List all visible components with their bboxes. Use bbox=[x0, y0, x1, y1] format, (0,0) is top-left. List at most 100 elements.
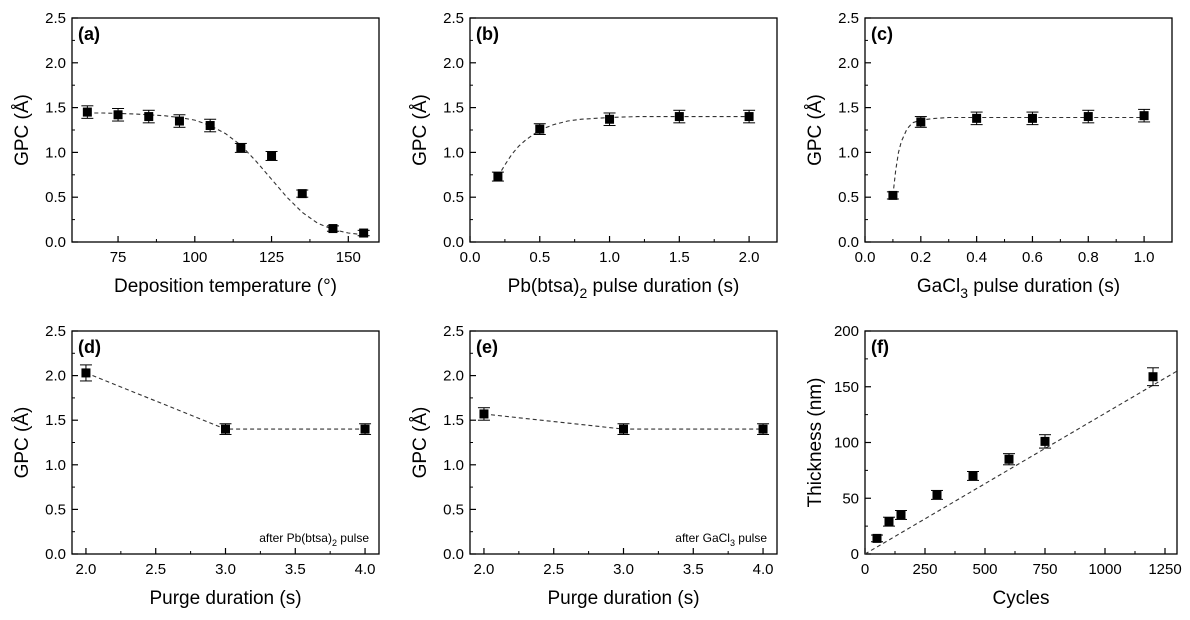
x-axis-label: Pb(btsa)2 pulse duration (s) bbox=[508, 276, 740, 301]
data-point bbox=[674, 112, 684, 122]
x-tick-label: 3.0 bbox=[613, 561, 634, 578]
y-tick-label: 1.5 bbox=[45, 412, 66, 429]
plot-frame bbox=[864, 330, 1178, 555]
data-point bbox=[916, 117, 926, 127]
data-point bbox=[328, 224, 338, 234]
x-tick-label: 75 bbox=[110, 249, 127, 266]
plot-frame bbox=[864, 17, 1173, 243]
data-point bbox=[221, 424, 230, 434]
y-tick-label: 200 bbox=[834, 323, 859, 340]
y-tick-label: 50 bbox=[842, 490, 859, 507]
panel-1: 75 100 125 150 0.0 0.5 1.0 1.5 2.0 2.5 (a) GPC (Å) D… bbox=[12, 10, 380, 297]
x-tick-label: 0.2 bbox=[910, 249, 931, 266]
panel-3: 0.0 0.2 0.4 0.6 0.8 1.0 0.0 0.5 1.0 1.5 2.0 2.5 (c) G… bbox=[805, 10, 1173, 301]
x-axis-label: Deposition temperature (°) bbox=[114, 276, 337, 297]
data-point bbox=[81, 368, 91, 378]
data-point bbox=[972, 113, 982, 123]
panel-6: 0 250 500 750 1000 1250 0 50 100 150 200 (f) Thickne… bbox=[805, 323, 1182, 609]
data-point bbox=[267, 151, 277, 161]
x-tick-label: 3.0 bbox=[215, 561, 236, 578]
y-tick-label: 2.5 bbox=[443, 10, 464, 27]
plot-frame bbox=[71, 330, 380, 555]
y-tick-label: 1.0 bbox=[443, 457, 464, 474]
fit-line bbox=[87, 112, 364, 236]
data-point bbox=[535, 124, 545, 134]
panel-label: (a) bbox=[78, 24, 100, 44]
x-tick-label: 1000 bbox=[1088, 561, 1121, 578]
y-tick-label: 2.5 bbox=[45, 323, 66, 340]
y-tick-label: 0 bbox=[851, 546, 859, 563]
data-point bbox=[360, 424, 370, 434]
data-point bbox=[174, 116, 184, 126]
panel-label: (e) bbox=[476, 337, 498, 357]
y-tick-label: 0.0 bbox=[443, 234, 464, 251]
y-tick-label: 2.0 bbox=[443, 55, 464, 72]
data-point bbox=[1083, 112, 1093, 122]
y-tick-label: 2.5 bbox=[45, 10, 66, 27]
x-tick-label: 3.5 bbox=[683, 561, 704, 578]
x-tick-label: 2.0 bbox=[739, 249, 760, 266]
panel-label: (c) bbox=[871, 24, 893, 44]
y-tick-label: 1.0 bbox=[45, 144, 66, 161]
y-tick-label: 2.0 bbox=[838, 55, 859, 72]
x-tick-label: 4.0 bbox=[355, 561, 376, 578]
y-tick-label: 2.0 bbox=[45, 55, 66, 72]
y-axis-label: GPC (Å) bbox=[410, 407, 431, 479]
data-point bbox=[872, 533, 882, 543]
x-axis-label: Purge duration (s) bbox=[547, 588, 699, 609]
x-tick-label: 1250 bbox=[1148, 561, 1181, 578]
annotation-note: after Pb(btsa)2 pulse bbox=[259, 531, 369, 548]
data-point bbox=[1004, 454, 1014, 464]
x-tick-label: 250 bbox=[912, 561, 937, 578]
y-tick-label: 0.5 bbox=[443, 501, 464, 518]
y-tick-label: 0.5 bbox=[45, 501, 66, 518]
x-tick-label: 0.6 bbox=[1022, 249, 1043, 266]
data-point bbox=[493, 172, 503, 182]
x-tick-label: 125 bbox=[259, 249, 284, 266]
x-axis-label: Purge duration (s) bbox=[149, 588, 301, 609]
x-tick-label: 1.5 bbox=[669, 249, 690, 266]
y-tick-label: 0.0 bbox=[443, 546, 464, 563]
y-tick-label: 2.5 bbox=[443, 323, 464, 340]
x-tick-label: 4.0 bbox=[753, 561, 774, 578]
data-point bbox=[205, 121, 215, 131]
x-tick-label: 2.5 bbox=[145, 561, 166, 578]
x-tick-label: 0.4 bbox=[966, 249, 987, 266]
y-tick-label: 0.5 bbox=[838, 189, 859, 206]
x-tick-label: 0.8 bbox=[1078, 249, 1099, 266]
x-axis-label: GaCl3 pulse duration (s) bbox=[917, 276, 1120, 301]
plot-frame bbox=[71, 17, 380, 243]
data-point bbox=[297, 189, 307, 199]
x-tick-label: 750 bbox=[1032, 561, 1057, 578]
y-tick-label: 2.5 bbox=[838, 10, 859, 27]
y-tick-label: 2.0 bbox=[45, 368, 66, 385]
data-point bbox=[619, 424, 628, 434]
y-axis-label: GPC (Å) bbox=[12, 407, 33, 479]
y-axis-label: GPC (Å) bbox=[12, 94, 33, 166]
data-point bbox=[82, 107, 92, 117]
y-tick-label: 1.5 bbox=[45, 100, 66, 117]
x-tick-label: 2.5 bbox=[543, 561, 564, 578]
x-tick-label: 2.0 bbox=[474, 561, 495, 578]
plot-frame bbox=[469, 330, 778, 555]
y-tick-label: 1.5 bbox=[838, 100, 859, 117]
data-point bbox=[896, 510, 906, 520]
y-axis-label: GPC (Å) bbox=[410, 94, 431, 166]
y-tick-label: 150 bbox=[834, 379, 859, 396]
x-tick-label: 1.0 bbox=[599, 249, 620, 266]
data-point bbox=[479, 409, 489, 419]
x-axis-label: Cycles bbox=[992, 588, 1049, 609]
x-tick-label: 1.0 bbox=[1134, 249, 1155, 266]
data-point bbox=[359, 228, 369, 238]
y-tick-label: 1.0 bbox=[443, 144, 464, 161]
y-tick-label: 0.0 bbox=[45, 234, 66, 251]
x-tick-label: 100 bbox=[182, 249, 207, 266]
y-tick-label: 0.0 bbox=[838, 234, 859, 251]
y-tick-label: 1.5 bbox=[443, 100, 464, 117]
data-point bbox=[968, 471, 978, 481]
fit-line bbox=[864, 370, 1178, 555]
data-point bbox=[1139, 111, 1149, 121]
y-tick-label: 100 bbox=[834, 435, 859, 452]
panel-label: (b) bbox=[476, 24, 499, 44]
panel-4: 2.0 2.5 3.0 3.5 4.0 0.0 0.5 1.0 1.5 2.0 2.5 (d) GPC … bbox=[12, 323, 380, 609]
